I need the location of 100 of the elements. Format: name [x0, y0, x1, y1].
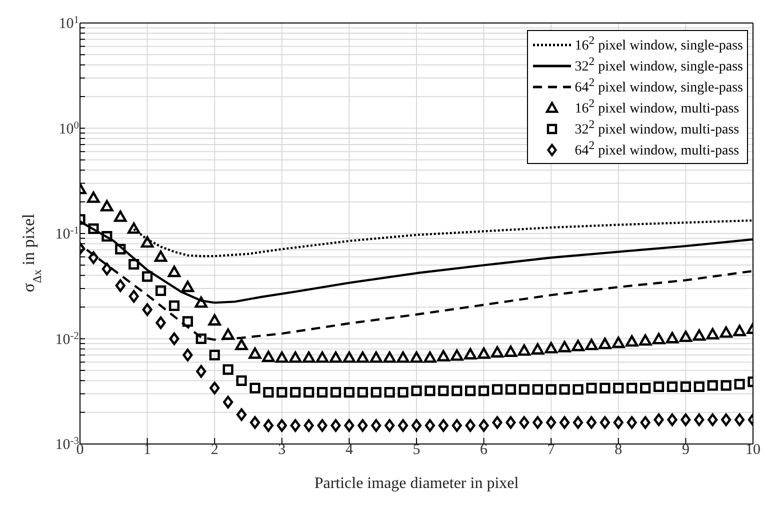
- point: [600, 382, 610, 394]
- point: [546, 416, 556, 429]
- x-tick-label: 3: [278, 442, 286, 458]
- point: [358, 419, 368, 432]
- point: [102, 262, 112, 276]
- x-tick-label: 10: [746, 442, 760, 458]
- point: [626, 335, 638, 347]
- point: [532, 416, 543, 429]
- point: [344, 386, 355, 398]
- point: [721, 413, 732, 426]
- point: [250, 382, 260, 394]
- point: [532, 384, 543, 395]
- point: [478, 386, 490, 396]
- point: [357, 386, 368, 398]
- point: [720, 326, 732, 338]
- point: [102, 231, 112, 242]
- legend-label: 16$^{2}$ pixel window, single-pass: [574, 34, 743, 55]
- point: [478, 419, 489, 432]
- point: [586, 416, 597, 429]
- point: [559, 384, 570, 395]
- point: [87, 192, 100, 203]
- point: [182, 348, 193, 362]
- point: [154, 250, 168, 262]
- point: [248, 347, 262, 359]
- point: [330, 419, 341, 432]
- point: [370, 351, 382, 363]
- point: [398, 386, 408, 398]
- point: [88, 251, 99, 264]
- y-tick-label: 10$^{0}$: [58, 120, 79, 138]
- point: [196, 333, 206, 344]
- point: [506, 416, 516, 429]
- point: [653, 381, 664, 392]
- point: [452, 386, 462, 396]
- y-tick-label: 10$^{-1}$: [55, 225, 79, 242]
- point: [612, 336, 625, 348]
- point: [316, 351, 329, 363]
- point: [560, 416, 570, 429]
- point: [492, 384, 503, 395]
- legend-label: 32$^{2}$ pixel window, multi-pass: [574, 118, 740, 139]
- point: [720, 380, 732, 391]
- point: [680, 381, 692, 392]
- point: [344, 419, 354, 432]
- point: [209, 350, 220, 360]
- point: [708, 413, 718, 426]
- point: [276, 419, 287, 432]
- point: [679, 330, 692, 342]
- point: [142, 303, 152, 316]
- x-tick-label: 4: [345, 442, 354, 458]
- point: [236, 375, 247, 386]
- point: [169, 332, 180, 346]
- point: [236, 408, 247, 422]
- point: [505, 384, 516, 395]
- point: [262, 350, 275, 362]
- legend-label: 32$^{2}$ pixel window, single-pass: [574, 55, 743, 76]
- point: [371, 419, 382, 432]
- x-axis-title: Particle image diameter in pixel: [314, 475, 520, 492]
- point: [544, 342, 558, 354]
- point: [492, 416, 502, 429]
- point: [680, 413, 691, 426]
- point: [638, 334, 652, 346]
- point: [692, 329, 706, 341]
- point: [384, 386, 395, 398]
- point: [734, 413, 745, 426]
- point: [518, 384, 530, 395]
- point: [304, 386, 314, 398]
- point: [128, 258, 140, 270]
- point: [438, 386, 449, 396]
- x-tick-label: 6: [480, 442, 488, 458]
- x-tick-label: 7: [547, 442, 556, 458]
- point: [398, 419, 408, 432]
- point: [694, 413, 704, 426]
- point: [384, 419, 395, 432]
- point: [652, 332, 666, 344]
- point: [168, 300, 180, 312]
- point: [586, 382, 597, 394]
- point: [437, 350, 450, 362]
- point: [572, 416, 584, 429]
- point: [640, 416, 650, 429]
- point: [666, 332, 679, 344]
- point: [356, 351, 370, 363]
- point: [694, 381, 704, 392]
- point: [100, 200, 114, 212]
- point: [276, 386, 288, 398]
- point: [464, 348, 477, 360]
- x-tick-label: 2: [210, 442, 218, 458]
- point: [411, 419, 422, 432]
- x-tick-label: 8: [614, 442, 622, 458]
- point: [222, 364, 234, 375]
- point: [707, 380, 718, 391]
- point: [182, 316, 193, 327]
- point: [223, 396, 234, 408]
- point: [626, 382, 638, 394]
- legend-label: 16$^{2}$ pixel window, multi-pass: [574, 97, 740, 118]
- point: [304, 419, 314, 432]
- point: [734, 378, 745, 390]
- point: [208, 314, 221, 326]
- point: [531, 343, 544, 355]
- point: [263, 419, 274, 432]
- point: [411, 386, 422, 396]
- point: [114, 210, 127, 222]
